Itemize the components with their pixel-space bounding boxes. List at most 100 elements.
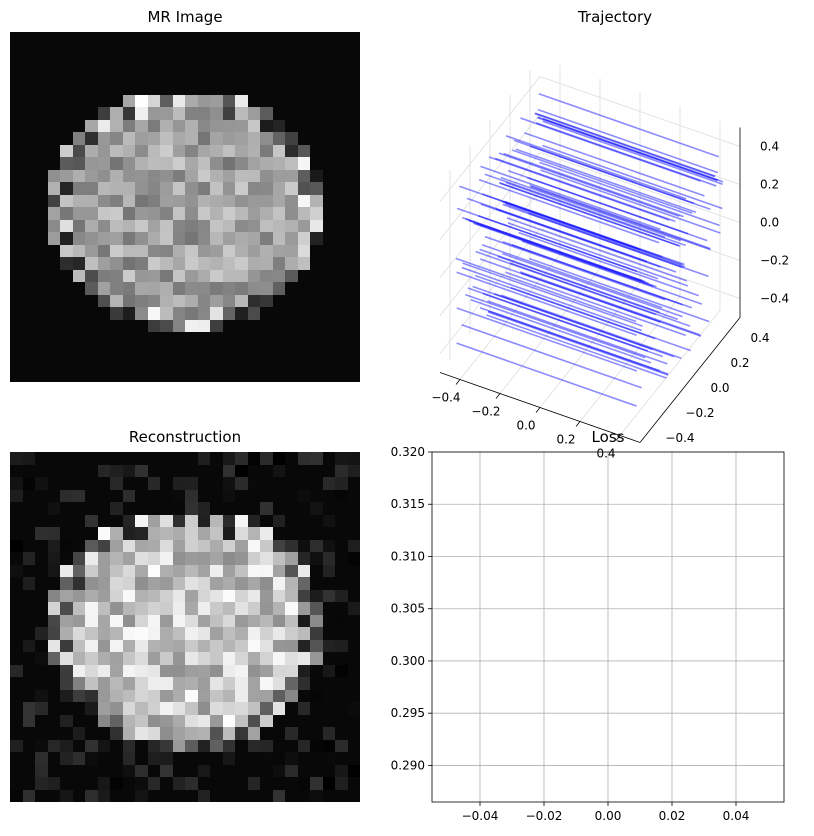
heatmap-cell — [122, 232, 135, 245]
heatmap-cell — [85, 257, 98, 270]
heatmap-cell — [110, 539, 123, 552]
heatmap-cell — [185, 294, 198, 307]
heatmap-cell — [10, 219, 23, 232]
heatmap-cell — [185, 57, 198, 70]
heatmap-cell — [35, 332, 48, 345]
heatmap-cell — [197, 739, 210, 752]
heatmap-cell — [222, 357, 235, 370]
heatmap-cell — [60, 789, 73, 802]
heatmap-cell — [185, 777, 198, 790]
heatmap-cell — [247, 132, 260, 145]
heatmap-cell — [85, 319, 98, 332]
heatmap-cell — [322, 169, 335, 182]
heatmap-cell — [97, 44, 110, 57]
heatmap-cell — [335, 552, 348, 565]
heatmap-cell — [122, 119, 135, 132]
trajectory-line — [502, 200, 683, 266]
heatmap-cell — [122, 94, 135, 107]
heatmap-cell — [210, 44, 223, 57]
heatmap-cell — [47, 119, 60, 132]
heatmap-cell — [197, 44, 210, 57]
x-tick-label: −0.02 — [526, 809, 563, 823]
heatmap-cell — [285, 257, 298, 270]
heatmap-cell — [222, 577, 235, 590]
heatmap-cell — [35, 369, 48, 382]
heatmap-cell — [97, 344, 110, 357]
heatmap-cell — [110, 232, 123, 245]
heatmap-cell — [347, 319, 360, 332]
heatmap-cell — [122, 739, 135, 752]
heatmap-cell — [310, 489, 323, 502]
heatmap-cell — [35, 94, 48, 107]
heatmap-cell — [335, 577, 348, 590]
heatmap-cell — [60, 514, 73, 527]
heatmap-cell — [60, 207, 73, 220]
heatmap-cell — [335, 69, 348, 82]
heatmap-cell — [135, 627, 148, 640]
heatmap-cell — [172, 602, 185, 615]
trajectory-line — [479, 248, 660, 314]
heatmap-cell — [210, 502, 223, 515]
heatmap-cell — [197, 344, 210, 357]
heatmap-cell — [35, 777, 48, 790]
heatmap-cell — [235, 144, 248, 157]
heatmap-cell — [122, 752, 135, 765]
heatmap-cell — [97, 369, 110, 382]
heatmap-cell — [197, 664, 210, 677]
y-tick-label: 0.315 — [391, 497, 425, 511]
heatmap-cell — [10, 357, 23, 370]
x-tick-label: −0.2 — [471, 405, 500, 419]
heatmap-cell — [147, 132, 160, 145]
heatmap-cell — [310, 94, 323, 107]
heatmap-cell — [97, 789, 110, 802]
heatmap-cell — [272, 357, 285, 370]
heatmap-cell — [272, 739, 285, 752]
heatmap-cell — [110, 169, 123, 182]
trajectory-3d-plot: −0.4−0.4−0.4−0.2 −0.2−0.20.00.00.00.20.20… — [431, 64, 789, 461]
heatmap-cell — [235, 319, 248, 332]
heatmap-cell — [122, 307, 135, 320]
heatmap-cell — [222, 207, 235, 220]
heatmap-cell — [160, 752, 173, 765]
heatmap-cell — [285, 269, 298, 282]
heatmap-cell — [260, 319, 273, 332]
heatmap-cell — [222, 57, 235, 70]
x-tick-label: 0.00 — [595, 809, 622, 823]
heatmap-cell — [310, 689, 323, 702]
heatmap-cell — [122, 57, 135, 70]
heatmap-cell — [210, 69, 223, 82]
heatmap-cell — [297, 789, 310, 802]
heatmap-cell — [97, 144, 110, 157]
heatmap-cell — [347, 727, 360, 740]
heatmap-cell — [222, 169, 235, 182]
heatmap-cell — [135, 589, 148, 602]
heatmap-cell — [235, 539, 248, 552]
heatmap-cell — [222, 502, 235, 515]
heatmap-cell — [197, 157, 210, 170]
heatmap-cell — [135, 702, 148, 715]
heatmap-cell — [10, 527, 23, 540]
heatmap-cell — [285, 702, 298, 715]
heatmap-cell — [160, 514, 173, 527]
heatmap-cell — [122, 689, 135, 702]
heatmap-cell — [310, 269, 323, 282]
heatmap-cell — [210, 357, 223, 370]
heatmap-cell — [147, 589, 160, 602]
trajectory-line — [513, 139, 695, 205]
heatmap-cell — [10, 577, 23, 590]
heatmap-cell — [347, 789, 360, 802]
heatmap-cell — [110, 627, 123, 640]
heatmap-cell — [35, 789, 48, 802]
heatmap-cell — [347, 244, 360, 257]
heatmap-cell — [285, 207, 298, 220]
heatmap-cell — [35, 307, 48, 320]
heatmap-cell — [322, 94, 335, 107]
heatmap-cell — [47, 269, 60, 282]
heatmap-cell — [197, 527, 210, 540]
heatmap-cell — [222, 514, 235, 527]
heatmap-cell — [122, 639, 135, 652]
heatmap-cell — [172, 82, 185, 95]
heatmap-cell — [235, 269, 248, 282]
heatmap-cell — [297, 57, 310, 70]
heatmap-cell — [322, 294, 335, 307]
